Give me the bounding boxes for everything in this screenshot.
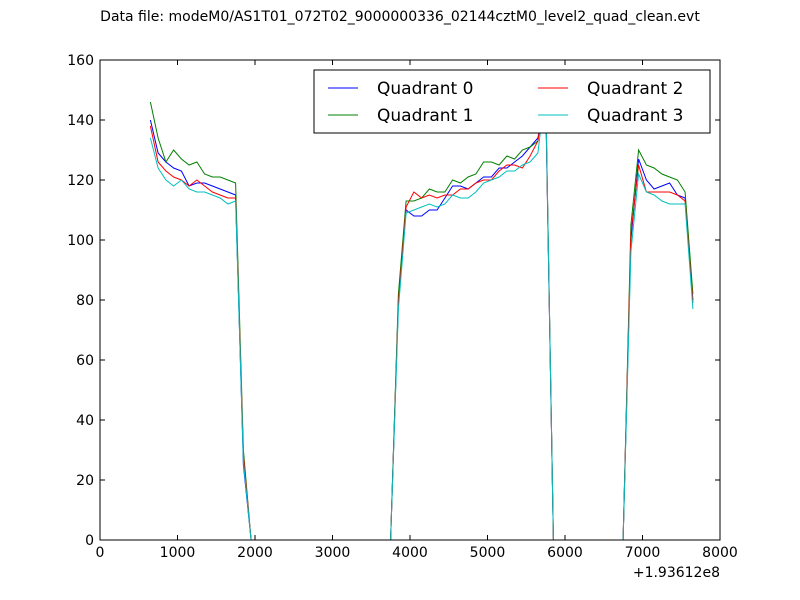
y-tick-label: 20: [76, 473, 94, 489]
y-tick-label: 160: [67, 53, 94, 69]
legend-label: Quadrant 3: [587, 106, 683, 126]
y-tick-label: 80: [76, 293, 94, 309]
legend: Quadrant 0 Quadrant 1 Quadrant 2 Quadrant 3: [313, 69, 711, 134]
x-tick-label: 5000: [470, 545, 506, 561]
y-axis: 0 20 40 60 80 100 120 140 160: [67, 53, 720, 549]
x-tick-label: 3000: [315, 545, 351, 561]
series-layer: [149, 86, 694, 541]
x-tick-label: 7000: [625, 545, 661, 561]
legend-label: Quadrant 1: [377, 106, 473, 126]
x-tick-label: 4000: [392, 545, 428, 561]
y-tick-label: 0: [85, 533, 94, 549]
series-line-quadrant-2: [149, 89, 694, 541]
x-tick-label: 2000: [237, 545, 273, 561]
x-tick-label: 1000: [160, 545, 196, 561]
y-tick-label: 40: [76, 413, 94, 429]
y-tick-label: 120: [67, 173, 94, 189]
x-tick-label: 8000: [702, 545, 738, 561]
legend-label: Quadrant 0: [377, 79, 473, 99]
series-line-quadrant-0: [149, 95, 694, 541]
x-tick-label: 0: [96, 545, 105, 561]
y-tick-label: 60: [76, 353, 94, 369]
legend-box: [313, 69, 711, 134]
series-line-quadrant-1: [149, 86, 694, 541]
y-tick-label: 100: [67, 233, 94, 249]
chart-title: Data file: modeM0/AS1T01_072T02_90000003…: [100, 9, 700, 25]
x-offset-label: +1.93612e8: [633, 565, 720, 581]
series-line-quadrant-3: [149, 86, 694, 541]
x-tick-label: 6000: [547, 545, 583, 561]
legend-label: Quadrant 2: [587, 79, 683, 99]
y-tick-label: 140: [67, 113, 94, 129]
x-axis: 0 1000 2000 3000 4000 5000 6000 7000 8000: [96, 60, 738, 561]
